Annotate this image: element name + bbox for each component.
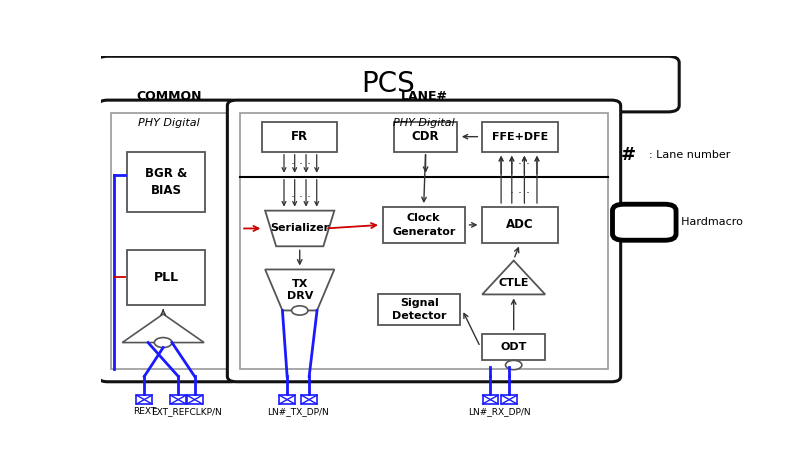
Bar [393,121,457,152]
Text: BGR &
BIAS: BGR & BIAS [144,167,187,197]
Text: FFE+DFE: FFE+DFE [491,131,547,142]
Polygon shape [482,261,544,294]
Text: LANE#: LANE# [400,90,447,103]
Bar [378,294,460,325]
Bar [187,395,202,404]
Text: . . .: . . . [290,154,311,167]
Text: EXT_REFCLKP/N: EXT_REFCLKP/N [151,407,221,416]
Text: . . .: . . . [290,188,311,200]
Bar [501,395,517,404]
Text: CTLE: CTLE [498,278,528,288]
Bar [127,250,205,305]
Bar [136,395,152,404]
FancyBboxPatch shape [98,100,240,382]
Circle shape [505,360,521,369]
Text: PHY Digital: PHY Digital [393,119,454,128]
Text: . . .: . . . [509,154,530,167]
Text: REXT: REXT [132,407,156,416]
Polygon shape [122,314,204,343]
Bar [240,113,607,369]
Bar [482,334,544,360]
Text: FR: FR [291,130,308,143]
Text: CDR: CDR [411,130,439,143]
Text: PCS: PCS [361,70,414,98]
Text: ADC: ADC [505,219,533,232]
Text: : Hardmacro: : Hardmacro [673,217,742,227]
Bar [279,395,294,404]
Text: TX
DRV: TX DRV [286,279,312,301]
Bar [301,395,316,404]
Bar [170,395,186,404]
Bar [382,207,464,243]
Bar [482,121,557,152]
Text: : Lane number: : Lane number [648,150,729,160]
Text: Serializer: Serializer [270,224,329,233]
FancyBboxPatch shape [227,100,620,382]
Bar [262,121,337,152]
Text: COMMON: COMMON [136,90,202,103]
Bar [482,207,557,243]
Text: ODT: ODT [500,342,526,352]
Text: LN#_RX_DP/N: LN#_RX_DP/N [468,407,530,416]
Text: LN#_TX_DP/N: LN#_TX_DP/N [267,407,328,416]
Text: Clock
Generator: Clock Generator [392,213,455,237]
Text: . . .: . . . [509,183,530,196]
Polygon shape [265,211,334,246]
FancyBboxPatch shape [97,56,678,112]
Bar [111,113,227,369]
Circle shape [291,306,307,315]
Text: #: # [620,146,635,164]
Bar [127,152,205,213]
Text: PLL: PLL [153,271,178,284]
Bar [482,395,498,404]
Text: Signal
Detector: Signal Detector [392,298,446,321]
Polygon shape [265,269,334,311]
Text: PHY Digital: PHY Digital [138,119,200,128]
FancyBboxPatch shape [611,204,676,240]
Circle shape [154,338,172,348]
